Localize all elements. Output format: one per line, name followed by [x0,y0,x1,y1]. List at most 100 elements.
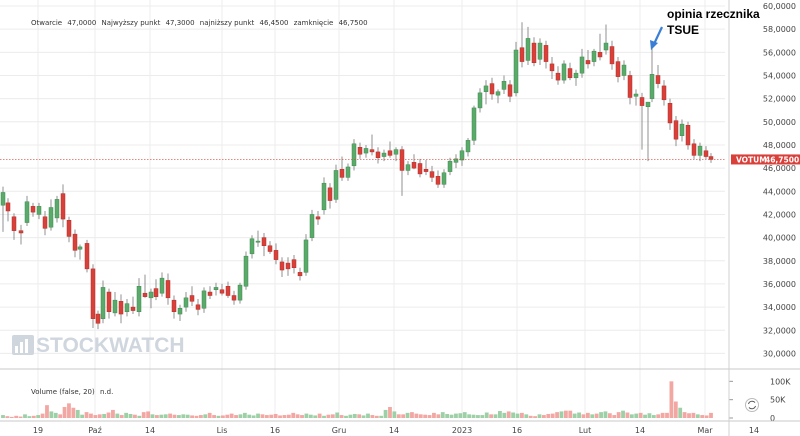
candle-down [531,37,537,67]
volume-bar [704,415,709,418]
candle-body [165,280,171,299]
candle-body [411,162,417,169]
volume-tick-label: 0 [770,414,775,423]
volume-bar [300,415,304,418]
candle-body [441,172,447,185]
volume-bar [537,414,542,418]
low-label: najniższy punkt [200,19,255,27]
x-tick-label: 16 [512,426,522,435]
volume-bar [480,415,485,418]
volume-bar [155,415,159,418]
volume-bar [484,412,489,418]
y-tick-label: 50,0000 [763,118,796,127]
candle-up [495,89,501,104]
candle-body [42,216,48,229]
candle-down [195,298,201,316]
candle-down [691,139,697,159]
candle-down [655,65,661,89]
candle-body [399,149,405,171]
volume-bar [185,414,190,418]
candle-body [159,277,165,294]
volume-bar [238,414,243,418]
open-value: 47,0000 [67,19,96,27]
annotation-line2: TSUE [667,23,699,37]
candle-body [90,268,96,319]
volume-bar [291,412,296,418]
volume-bar [607,413,612,418]
volume-label: Volume (false, 20) n.d. [31,388,113,396]
volume-bar [423,414,428,418]
volume-bar [660,412,665,418]
volume-bar [168,413,173,418]
volume-bar [106,412,111,418]
candle-body [195,304,201,310]
volume-bar [207,412,212,418]
volume-bar [40,413,45,418]
candle-down [597,33,603,61]
candle-body [531,42,537,63]
candle-body [225,286,231,296]
candle-body [597,52,603,58]
volume-bar [489,414,494,418]
candle-down [673,116,679,147]
candle-down [231,290,237,305]
candle-body [393,149,399,155]
volume-bar [691,412,696,418]
volume-bar [563,410,568,418]
volume-bar [643,414,647,418]
candle-body [100,287,106,319]
candle-body [649,74,655,99]
volume-bar [577,412,581,418]
volume-bar [27,416,32,418]
candle-body [471,107,477,141]
candle-up [363,144,369,158]
time-axis: 19 Paź 14 Lis 16 Gru 14 2023 16 Lut 14 Mar 14 [33,426,759,435]
candle-down [507,80,513,103]
candle-body [124,303,130,312]
volume-bar [410,412,414,418]
volume-bar [84,412,89,418]
reset-view-button[interactable] [745,398,759,412]
candle-down [261,232,267,257]
candle-up [649,43,655,103]
volume-bar [335,412,340,418]
volume-bar [317,413,322,418]
candle-body [255,240,261,243]
candle-down [615,56,621,83]
volume-bar [418,414,423,418]
volume-bar [308,414,313,418]
y-tick-label: 56,0000 [763,48,796,57]
candle-down [423,160,429,176]
candle-body [447,160,453,172]
candle-body [327,187,333,201]
volume-bar [339,415,344,418]
candle-body [621,64,627,76]
y-tick-label: 46,0000 [763,164,796,173]
candle-body [72,233,78,251]
candle-up [465,138,471,157]
candle-body [339,169,345,178]
candle-down [153,279,159,301]
candle-body [489,83,495,95]
volume-bar [75,409,80,418]
candle-down [5,198,11,222]
price-tag-ticker: VOTUM [736,155,767,164]
volume-bar [458,413,463,418]
candle-down [411,154,417,170]
candle-body [0,192,6,206]
candle-up [333,164,339,203]
y-tick-label: 36,0000 [763,280,796,289]
volume-bar [45,405,49,418]
volume-bar [467,414,472,418]
candle-up [591,48,597,67]
candle-down [165,273,171,305]
candle-up [679,119,685,142]
volume-bar [313,415,318,418]
candle-up [441,169,447,188]
x-tick-label: Gru [332,426,347,435]
candle-body [579,56,585,74]
candle-body [435,175,441,185]
volume-bar [278,415,282,418]
x-tick-label: Lut [579,426,592,435]
candle-up [459,147,465,166]
